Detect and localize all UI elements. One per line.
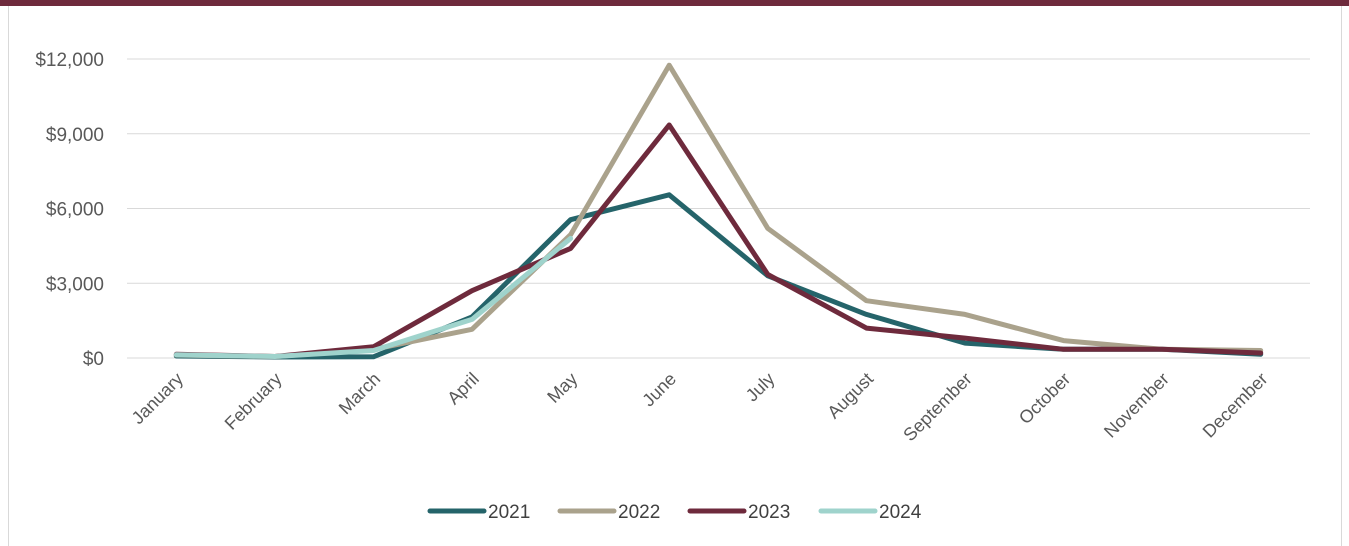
legend-label-2021: 2021 <box>488 502 530 523</box>
legend-label-2023: 2023 <box>748 502 790 523</box>
chart-frame <box>8 6 1342 546</box>
x-tick-label: September <box>899 369 975 445</box>
y-tick-label: $0 <box>83 349 104 370</box>
series-lines <box>173 62 1264 360</box>
x-tick-label: July <box>742 369 779 406</box>
series-line-2021 <box>173 192 1264 360</box>
y-tick-label: $9,000 <box>46 125 104 146</box>
x-tick-label: October <box>1015 369 1074 428</box>
legend: 2021 2022 2023 2024 <box>427 502 922 523</box>
series-line-2024 <box>173 235 574 359</box>
x-tick-label: February <box>221 369 286 434</box>
gridlines <box>127 58 1310 359</box>
chart-header-bar <box>0 0 1349 6</box>
x-tick-label: May <box>543 369 581 407</box>
y-tick-label: $3,000 <box>46 274 104 295</box>
y-axis-ticks: $0 $3,000 $6,000 $9,000 $12,000 <box>35 50 104 370</box>
y-tick-label: $12,000 <box>35 50 104 71</box>
x-tick-label: November <box>1100 369 1173 442</box>
x-tick-label: April <box>443 369 483 409</box>
x-tick-label: December <box>1199 369 1272 442</box>
x-tick-label: March <box>335 369 385 419</box>
y-tick-label: $6,000 <box>46 200 104 221</box>
legend-label-2022: 2022 <box>618 502 660 523</box>
x-tick-label: January <box>128 369 187 428</box>
legend-label-2024: 2024 <box>879 502 922 523</box>
x-tick-label: August <box>823 369 877 423</box>
series-line-2022 <box>173 62 1264 359</box>
x-tick-label: June <box>638 369 680 411</box>
x-axis-ticks: January February March April May June July Augu… <box>128 369 1272 445</box>
series-line-2023 <box>173 122 1264 359</box>
